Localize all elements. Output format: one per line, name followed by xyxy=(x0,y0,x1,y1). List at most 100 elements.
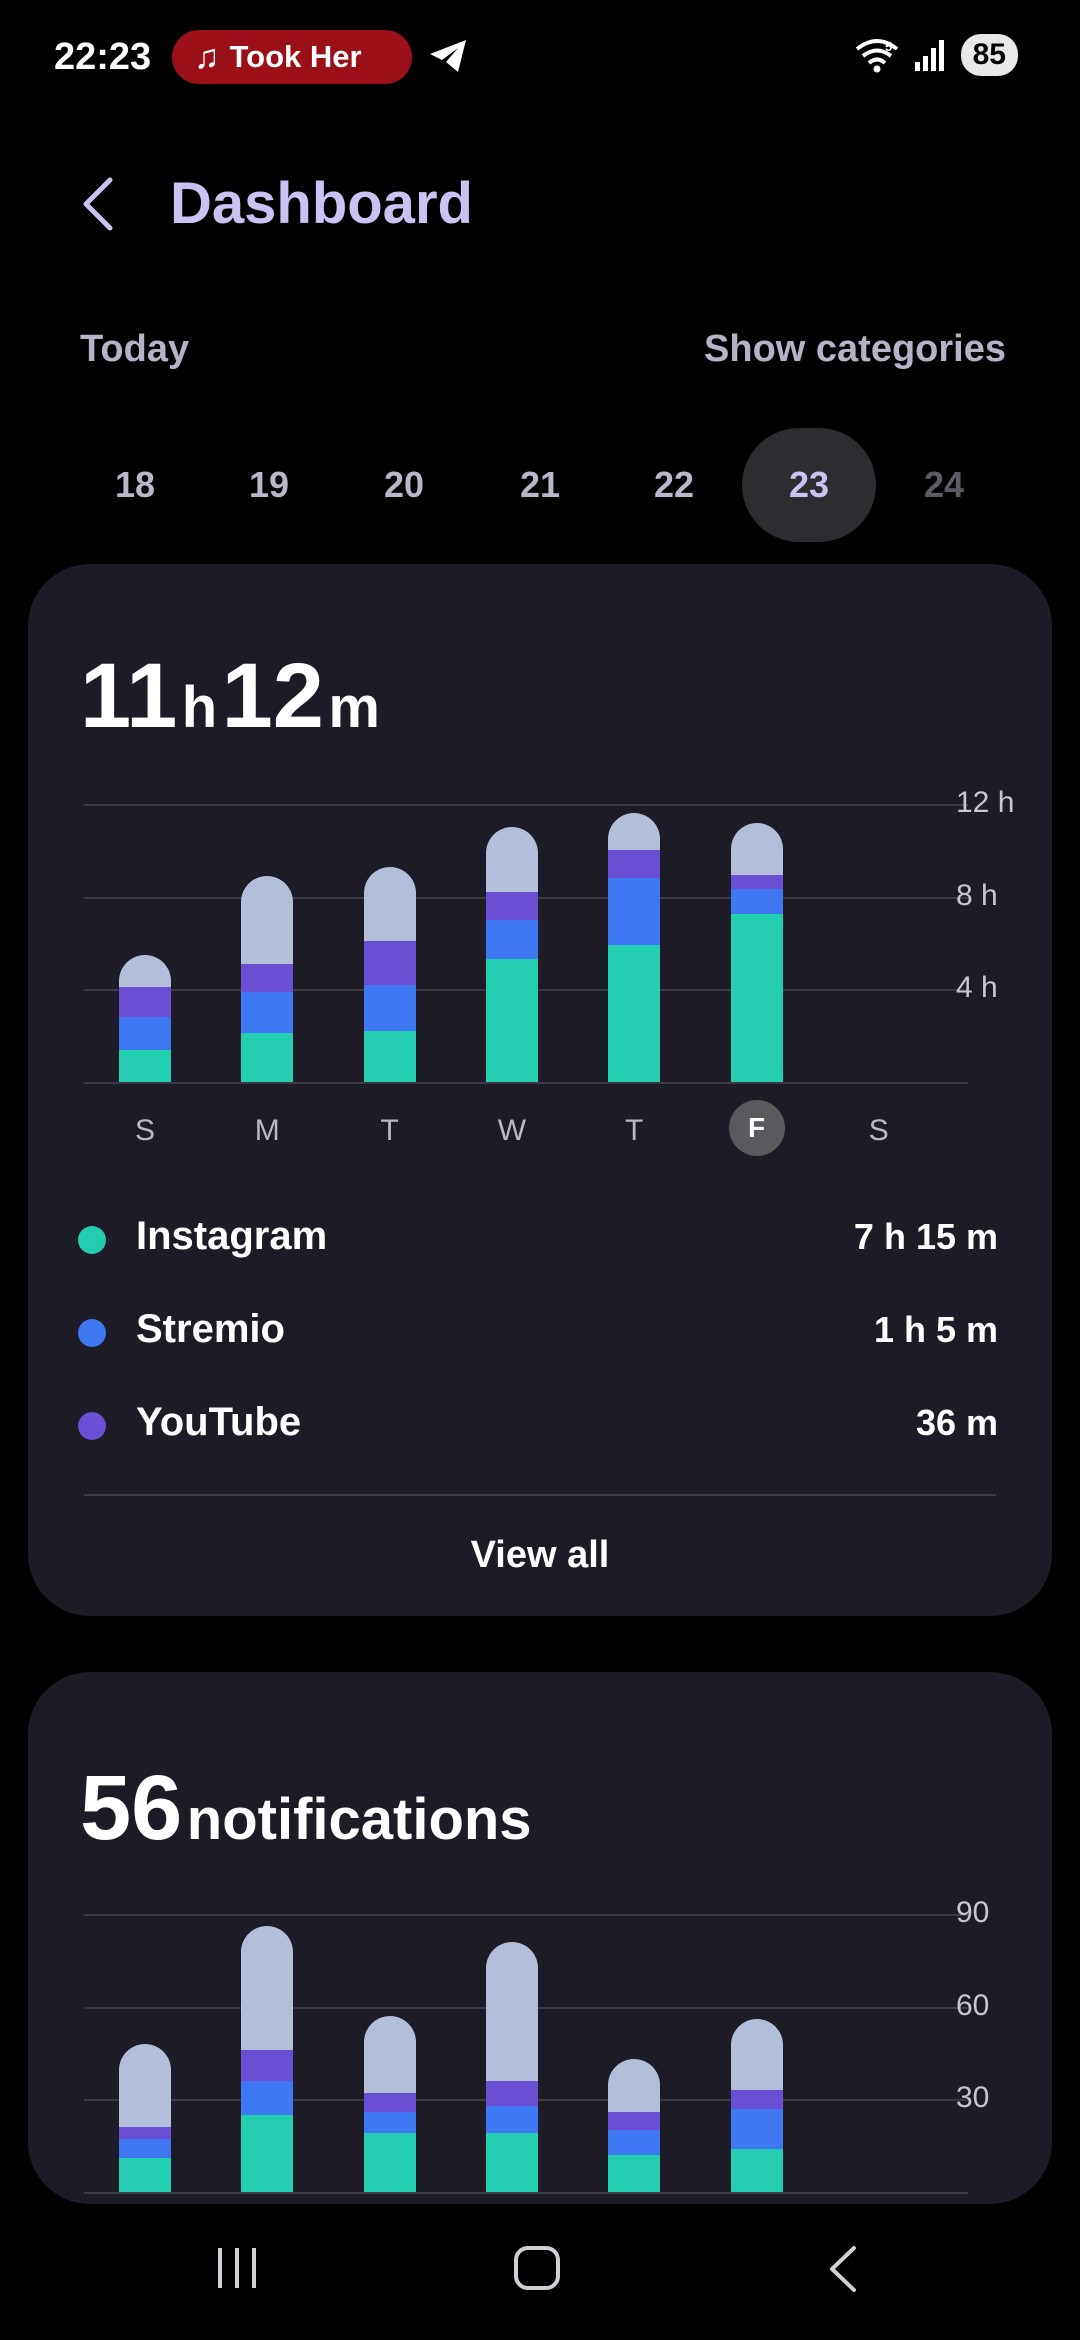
date-22[interactable]: 22 xyxy=(653,464,695,505)
bar-segment-youtube xyxy=(608,2111,661,2131)
bar-5[interactable] xyxy=(730,2019,783,2192)
bar-3[interactable] xyxy=(485,827,538,1082)
date-23[interactable]: 23 xyxy=(742,428,876,542)
signal-icon xyxy=(914,40,944,71)
bar-segment-stremio xyxy=(730,889,783,915)
bar-5[interactable] xyxy=(730,822,783,1082)
legend-dot xyxy=(78,1319,106,1347)
bar-segment-series-3 xyxy=(119,954,171,988)
recent-apps-icon[interactable] xyxy=(214,2246,260,2290)
date-18[interactable]: 18 xyxy=(114,464,156,505)
battery-icon: 85 xyxy=(960,34,1018,76)
bar-segment-series-3 xyxy=(241,875,294,964)
bar-segment-youtube xyxy=(119,2127,171,2140)
bar-segment-youtube xyxy=(363,2093,416,2112)
bar-4[interactable] xyxy=(608,2059,661,2192)
bar-segment-series-3 xyxy=(485,827,538,893)
bar-3[interactable] xyxy=(485,1941,538,2192)
bar-segment-series-3 xyxy=(119,2043,171,2128)
screen-time-card: 11 h 12 m 4 h 8 h 12 h S M T W T F S View all Ins… xyxy=(28,564,1052,1616)
page-title: Dashboard xyxy=(170,171,473,236)
bar-segment-youtube xyxy=(119,987,171,1018)
date-21[interactable]: 21 xyxy=(519,464,561,505)
notifications-card: 56 notifications 30 60 90 xyxy=(28,1672,1052,2204)
gridline xyxy=(84,1914,968,1916)
day-label[interactable]: W xyxy=(497,1114,527,1147)
bar-segment-stremio xyxy=(119,1017,171,1050)
bar-segment-stremio xyxy=(241,2080,294,2115)
notifications-label: notifications xyxy=(186,1787,532,1852)
bar-segment-stremio xyxy=(363,984,416,1032)
bar-segment-instagram xyxy=(485,2133,538,2192)
date-19[interactable]: 19 xyxy=(248,464,290,505)
bar-segment-series-3 xyxy=(730,2019,783,2091)
bar-2[interactable] xyxy=(363,866,416,1082)
bar-segment-series-3 xyxy=(363,2015,416,2094)
day-label[interactable]: T xyxy=(625,1114,644,1147)
y-tick-label: 30 xyxy=(956,2081,990,2115)
period-selector[interactable]: Today xyxy=(80,328,190,370)
bar-segment-stremio xyxy=(608,878,661,946)
minutes-unit: m xyxy=(328,675,380,740)
bar-segment-stremio xyxy=(363,2111,416,2134)
legend-app-name[interactable]: Stremio xyxy=(136,1307,285,1351)
status-time: 22:23 xyxy=(54,36,152,78)
bar-segment-series-3 xyxy=(241,1926,294,2050)
bar-1[interactable] xyxy=(241,1926,294,2192)
bar-segment-youtube xyxy=(363,940,416,985)
legend-divider xyxy=(84,1494,996,1496)
bar-4[interactable] xyxy=(608,813,661,1082)
bar-segment-youtube xyxy=(608,850,661,879)
gridline xyxy=(84,804,968,806)
now-playing-pill[interactable]: ♫ Took Her xyxy=(172,30,412,84)
legend-app-time: 7 h 15 m xyxy=(853,1216,998,1257)
hours-unit: h xyxy=(181,675,218,740)
status-icons: 5 85 xyxy=(855,34,1018,76)
view-all-button[interactable]: View all xyxy=(470,1534,610,1576)
day-label-selected[interactable]: F xyxy=(728,1100,785,1156)
bar-segment-stremio xyxy=(241,991,294,1034)
bar-segment-stremio xyxy=(485,2105,538,2134)
bar-segment-instagram xyxy=(485,959,538,1082)
y-tick-label: 4 h xyxy=(956,971,998,1005)
bar-segment-series-3 xyxy=(608,813,661,851)
day-label[interactable]: S xyxy=(134,1114,155,1147)
bar-segment-instagram xyxy=(119,1049,171,1082)
home-icon[interactable] xyxy=(512,2244,562,2292)
date-20[interactable]: 20 xyxy=(383,464,425,505)
bar-1[interactable] xyxy=(241,875,294,1082)
now-playing-title: Took Her xyxy=(229,39,362,74)
bar-segment-series-3 xyxy=(485,1941,538,2081)
bar-segment-stremio xyxy=(608,2130,661,2155)
y-tick-label: 90 xyxy=(956,1896,990,1929)
bar-2[interactable] xyxy=(363,2015,416,2192)
notifications-count: 56 xyxy=(80,1757,183,1859)
bar-segment-instagram xyxy=(363,2133,416,2192)
chevron-left-icon[interactable] xyxy=(78,176,118,232)
bar-segment-youtube xyxy=(730,875,783,890)
notifications-chart: 30 60 90 xyxy=(28,1672,1052,2204)
bar-segment-instagram xyxy=(241,2114,294,2192)
baseline xyxy=(84,2192,968,2194)
day-label[interactable]: S xyxy=(868,1114,889,1147)
back-icon[interactable] xyxy=(824,2244,860,2294)
legend-app-name[interactable]: YouTube xyxy=(136,1400,302,1444)
day-label[interactable]: T xyxy=(380,1114,399,1147)
bar-0[interactable] xyxy=(119,2043,171,2192)
bar-segment-instagram xyxy=(730,914,783,1082)
day-label[interactable]: M xyxy=(254,1114,280,1147)
bar-segment-youtube xyxy=(241,963,294,992)
bar-0[interactable] xyxy=(119,954,171,1082)
legend-app-name[interactable]: Instagram xyxy=(136,1214,328,1258)
show-categories-button[interactable]: Show categories xyxy=(704,328,1006,370)
bar-segment-youtube xyxy=(485,2080,538,2106)
bar-segment-instagram xyxy=(363,1031,416,1082)
legend-dot xyxy=(78,1226,106,1254)
bar-segment-instagram xyxy=(608,2154,661,2192)
screen-time-chart: 4 h 8 h 12 h S M T W T F S xyxy=(28,564,1052,1184)
bar-segment-youtube xyxy=(485,892,538,920)
y-tick-label: 60 xyxy=(956,1988,990,2022)
legend-dot xyxy=(78,1412,106,1440)
bar-segment-instagram xyxy=(241,1033,294,1082)
date-24[interactable]: 24 xyxy=(923,464,965,505)
